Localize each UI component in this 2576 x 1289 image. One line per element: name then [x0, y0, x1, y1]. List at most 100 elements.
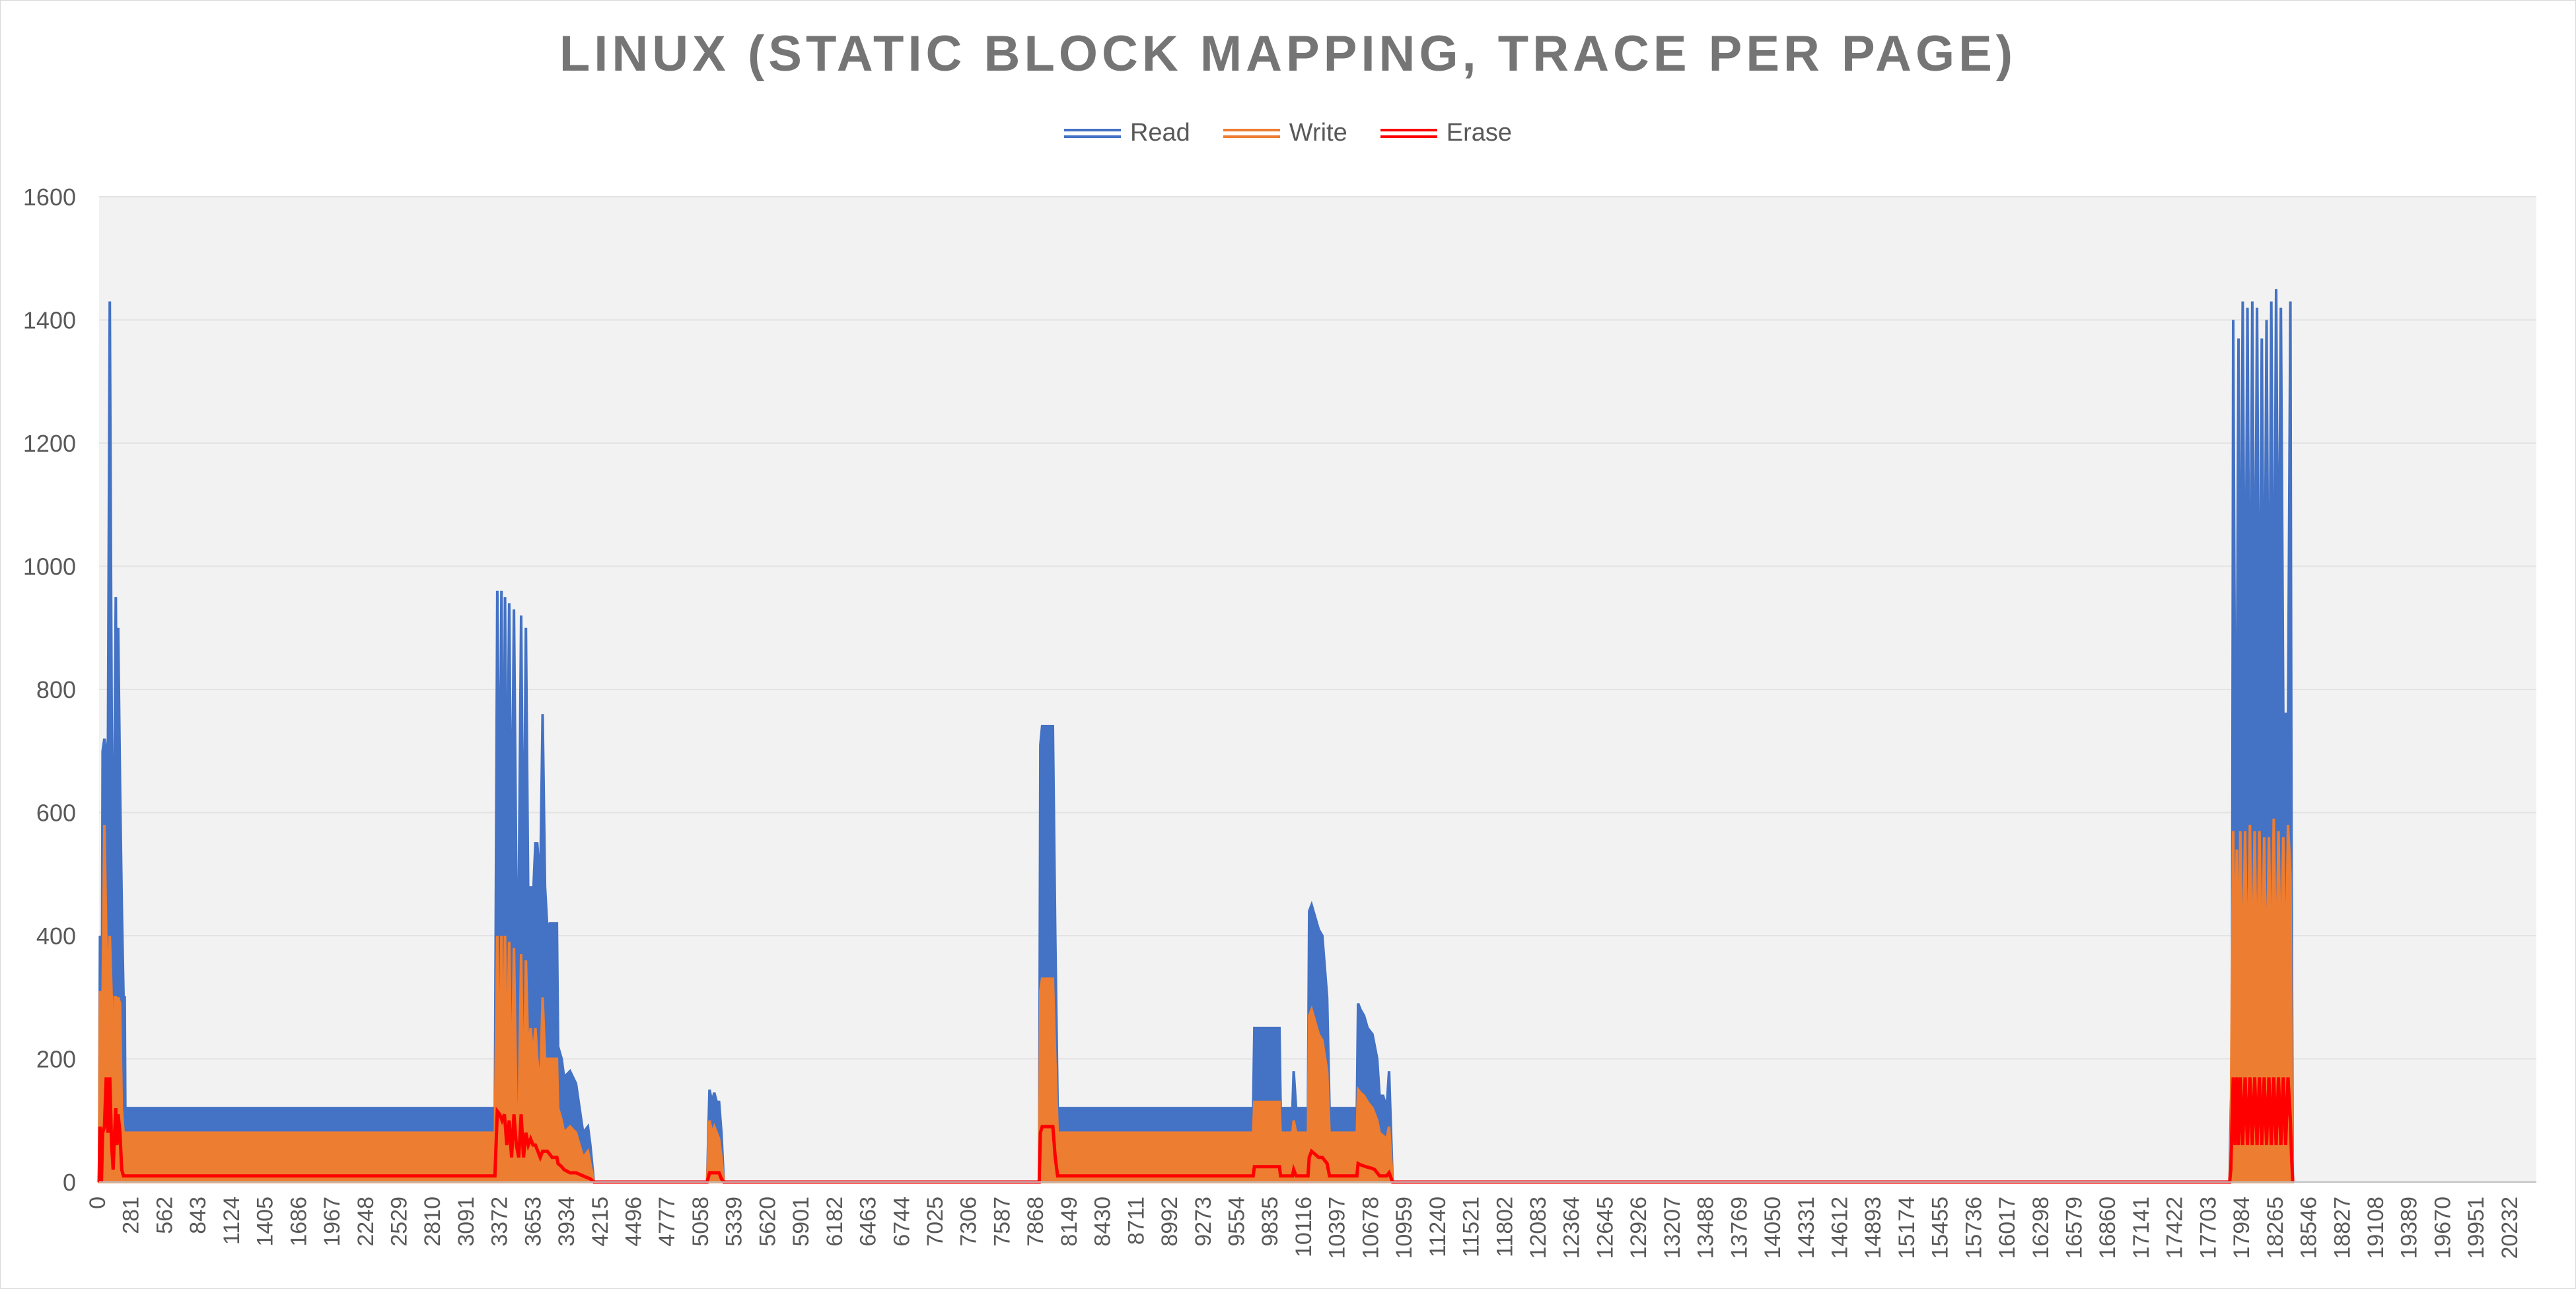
x-tick-label: 10959	[1392, 1197, 1417, 1259]
x-tick-label: 19951	[2464, 1197, 2489, 1259]
y-axis: 0 200 400 600 800 1000 1200 1400 1600	[23, 184, 76, 1196]
x-tick-label: 8992	[1157, 1197, 1182, 1247]
x-tick-label: 0	[85, 1197, 110, 1209]
x-tick-label: 14050	[1760, 1197, 1785, 1259]
x-tick-label: 18265	[2263, 1197, 2288, 1259]
x-tick-label: 3372	[487, 1197, 513, 1247]
x-tick-label: 14893	[1861, 1197, 1886, 1259]
legend-swatch-erase	[1380, 128, 1437, 138]
x-tick-label: 17422	[2163, 1197, 2188, 1259]
x-tick-label: 16298	[2028, 1197, 2054, 1259]
x-tick-label: 9554	[1224, 1197, 1249, 1247]
x-tick-label: 18827	[2330, 1197, 2355, 1259]
x-tick-label: 15736	[1961, 1197, 1986, 1259]
x-tick-label: 1967	[320, 1197, 345, 1247]
x-tick-label: 12364	[1559, 1197, 1585, 1259]
x-tick-label: 2529	[386, 1197, 411, 1247]
legend: Read Write Erase	[0, 119, 2576, 147]
x-tick-label: 17703	[2196, 1197, 2221, 1259]
series-erase-line	[97, 1077, 2295, 1184]
x-tick-label: 5901	[789, 1197, 814, 1247]
x-tick-label: 281	[119, 1197, 144, 1234]
x-tick-label: 12926	[1626, 1197, 1651, 1259]
y-tick-label: 600	[36, 800, 76, 827]
x-tick-label: 11521	[1459, 1197, 1484, 1257]
x-tick-label: 6744	[889, 1197, 914, 1247]
x-tick-label: 9835	[1258, 1197, 1283, 1247]
x-tick-label: 4496	[622, 1197, 647, 1247]
x-tick-label: 5058	[688, 1197, 713, 1247]
x-tick-label: 3934	[554, 1197, 579, 1247]
x-tick-label: 1686	[286, 1197, 311, 1247]
x-tick-label: 843	[186, 1197, 211, 1234]
x-tick-label: 11802	[1492, 1197, 1517, 1257]
y-tick-label: 1400	[23, 307, 76, 334]
x-tick-label: 3091	[454, 1197, 479, 1247]
x-tick-label: 15455	[1928, 1197, 1953, 1259]
x-tick-label: 2810	[420, 1197, 445, 1247]
legend-label-write: Write	[1289, 119, 1347, 147]
x-tick-label: 562	[152, 1197, 177, 1234]
x-tick-label: 20232	[2497, 1197, 2522, 1259]
x-tick-label: 19389	[2397, 1197, 2422, 1259]
y-tick-label: 200	[36, 1046, 76, 1073]
x-tick-label: 19670	[2430, 1197, 2455, 1259]
x-tick-label: 7587	[989, 1197, 1015, 1247]
x-tick-label: 6182	[822, 1197, 847, 1247]
y-tick-label: 1000	[23, 553, 76, 580]
x-tick-label: 9273	[1191, 1197, 1216, 1247]
legend-item-write[interactable]: Write	[1223, 119, 1347, 147]
x-tick-label: 7025	[923, 1197, 948, 1247]
x-tick-label: 13207	[1660, 1197, 1685, 1259]
chart-title: LINUX (STATIC BLOCK MAPPING, TRACE PER P…	[559, 26, 2017, 82]
x-tick-label: 15174	[1894, 1197, 1919, 1259]
x-tick-label: 7868	[1023, 1197, 1048, 1247]
x-tick-label: 11240	[1425, 1197, 1450, 1257]
x-tick-label: 18546	[2297, 1197, 2322, 1259]
x-tick-label: 5339	[722, 1197, 747, 1247]
series-read-area	[97, 289, 2295, 1183]
x-tick-label: 14331	[1794, 1197, 1819, 1259]
x-tick-label: 17141	[2129, 1197, 2154, 1259]
y-tick-label: 800	[36, 676, 76, 703]
legend-label-erase: Erase	[1446, 119, 1513, 147]
x-tick-label: 5620	[755, 1197, 780, 1247]
y-tick-label: 400	[36, 923, 76, 950]
x-tick-label: 10397	[1325, 1197, 1350, 1259]
x-tick-label: 14612	[1827, 1197, 1852, 1259]
x-tick-label: 19108	[2363, 1197, 2388, 1259]
x-axis: 0 281 562 843 1124 1405 1686 1967 2248 2529 2810 30…	[85, 1181, 2536, 1259]
x-tick-label: 10116	[1291, 1197, 1316, 1257]
x-tick-label: 3653	[520, 1197, 546, 1247]
legend-label-read: Read	[1129, 119, 1190, 147]
x-tick-label: 17984	[2229, 1197, 2254, 1259]
x-tick-label: 13488	[1694, 1197, 1719, 1259]
x-tick-label: 6463	[856, 1197, 881, 1247]
legend-item-read[interactable]: Read	[1063, 119, 1190, 147]
x-tick-label: 7306	[956, 1197, 982, 1247]
x-tick-label: 1405	[253, 1197, 278, 1247]
x-tick-label: 16017	[1995, 1197, 2020, 1259]
series-write-area	[97, 818, 2295, 1183]
x-tick-label: 8149	[1057, 1197, 1082, 1247]
x-tick-label: 8430	[1091, 1197, 1116, 1247]
y-tick-label: 0	[63, 1169, 76, 1196]
x-tick-label: 16860	[2095, 1197, 2120, 1259]
legend-swatch-read	[1063, 128, 1121, 138]
legend-swatch-write	[1223, 128, 1280, 138]
x-tick-label: 1124	[219, 1197, 244, 1245]
x-tick-label: 10678	[1358, 1197, 1383, 1259]
x-tick-label: 8711	[1124, 1197, 1149, 1245]
x-tick-label: 4215	[588, 1197, 613, 1247]
x-tick-label: 13769	[1727, 1197, 1752, 1259]
x-tick-label: 16579	[2062, 1197, 2087, 1259]
y-tick-label: 1600	[23, 184, 76, 211]
legend-item-erase[interactable]: Erase	[1380, 119, 1512, 147]
y-tick-label: 1200	[23, 430, 76, 457]
x-tick-label: 12083	[1526, 1197, 1551, 1259]
x-tick-label: 12645	[1592, 1197, 1618, 1259]
x-tick-label: 2248	[353, 1197, 378, 1247]
x-tick-label: 4777	[655, 1197, 680, 1247]
series-layer	[97, 289, 2295, 1184]
